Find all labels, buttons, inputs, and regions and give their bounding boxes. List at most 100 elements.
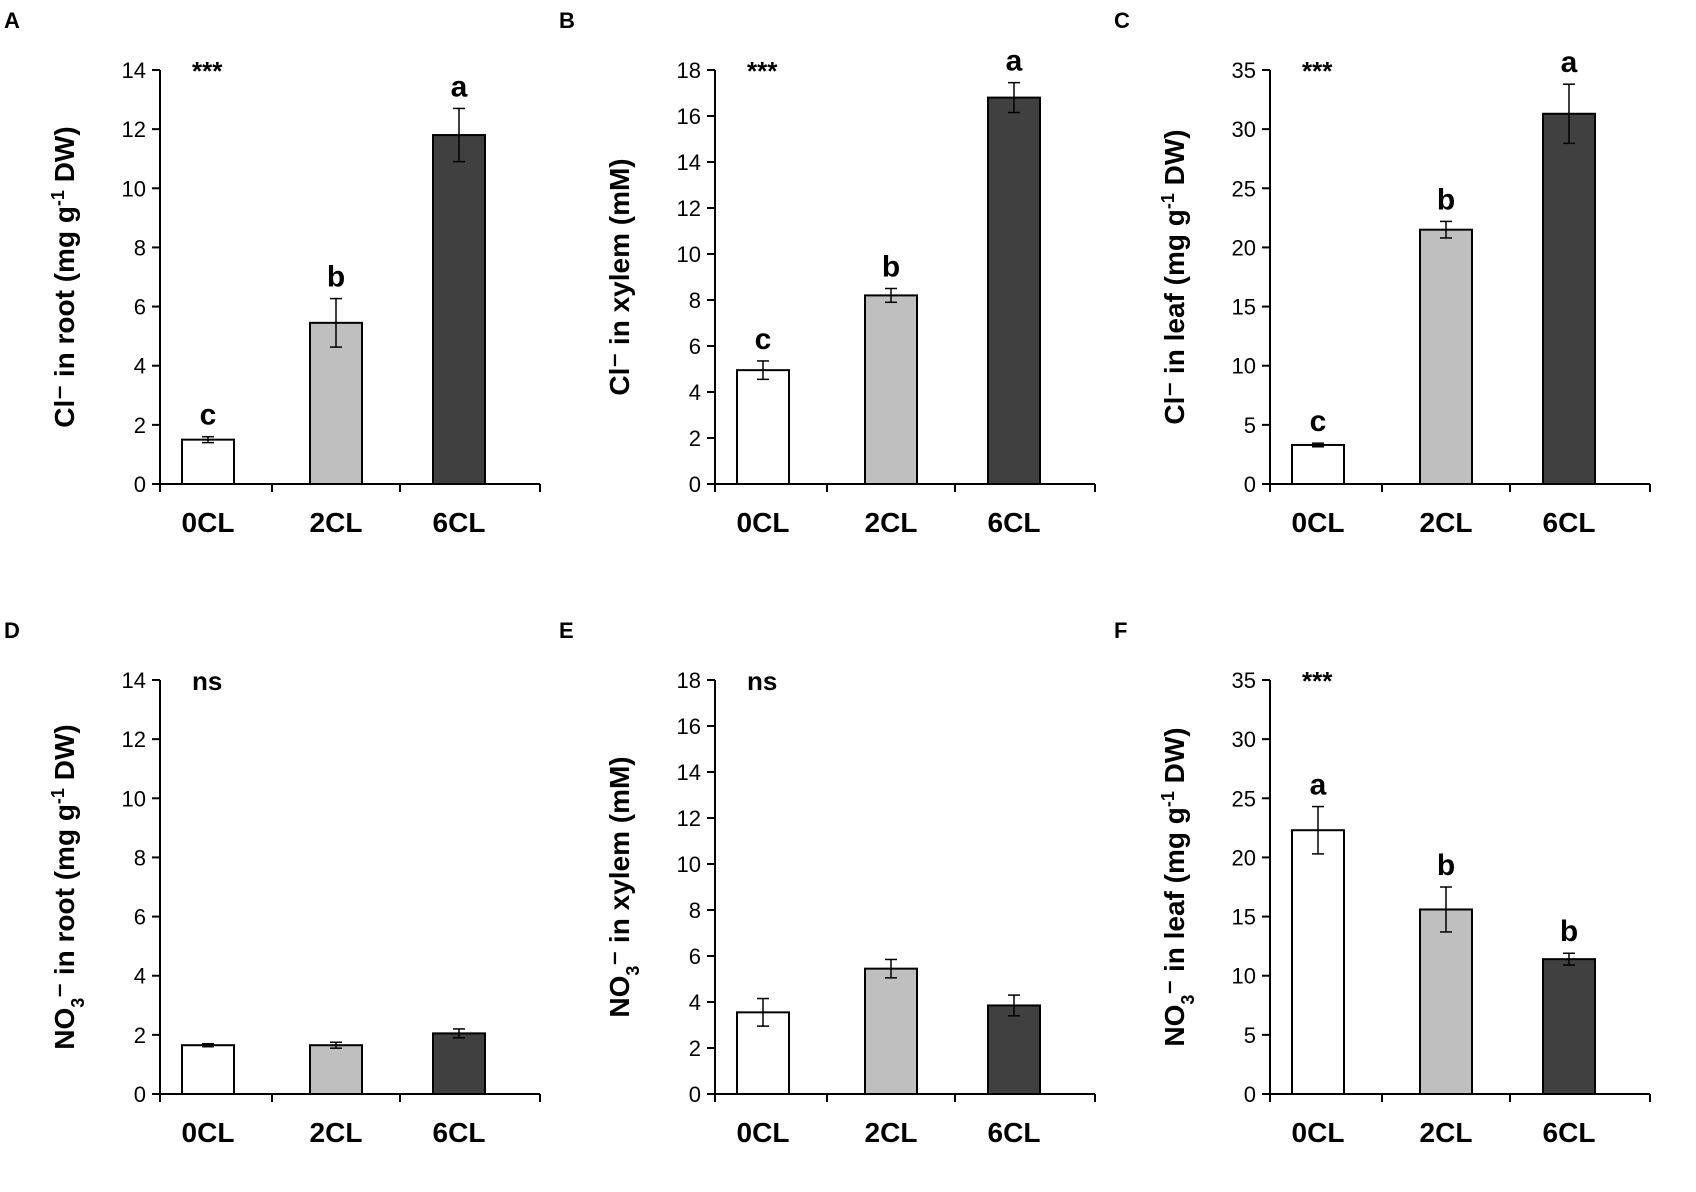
y-tick-label: 5	[1244, 1023, 1256, 1048]
y-tick-label: 18	[677, 58, 701, 83]
error-bar	[202, 1042, 214, 1048]
x-category-label: 0CL	[1292, 507, 1345, 538]
chart-svg: E 0 2 4 6 8 10 12 14 16 18 0CL 2CL 6CL ns NO3⁻ in xylem…	[559, 618, 1096, 1148]
y-tick-label: 8	[134, 845, 146, 870]
y-axis-label: Cl⁻ in leaf (mg g-1 DW)	[1158, 129, 1190, 424]
y-tick-label: 6	[134, 905, 146, 930]
bar-2cl	[1419, 228, 1473, 485]
y-tick-label: 12	[677, 806, 701, 831]
panel-label: E	[559, 618, 574, 643]
y-tick-label: 10	[122, 786, 146, 811]
y-tick-label: 8	[134, 235, 146, 260]
significance-letter: b	[1437, 849, 1455, 882]
x-category-label: 0CL	[737, 507, 790, 538]
significance-letter: c	[200, 399, 217, 432]
bar-6cl	[987, 1004, 1041, 1096]
y-tick-label: 30	[1232, 727, 1256, 752]
significance-letter: a	[1310, 769, 1327, 802]
panel-b: B 0 2 4 6 8 10 12 14 16 18 c 0CL b 2CL a 6CL *** Cl⁻ in xy…	[555, 0, 1110, 582]
y-tick-label: 0	[1244, 472, 1256, 497]
y-tick-label: 4	[689, 990, 701, 1015]
panel-c: C 0 5 10 15 20 25 30 35 c 0CL b 2CL a 6CL *** Cl⁻ in lea…	[1110, 0, 1665, 582]
bar-0cl	[181, 1044, 235, 1096]
y-tick-label: 4	[134, 354, 146, 379]
bar-0cl	[1291, 443, 1345, 486]
panel-e: E 0 2 4 6 8 10 12 14 16 18 0CL 2CL 6CL ns NO3⁻ in xylem…	[555, 610, 1110, 1192]
x-category-label: 6CL	[433, 507, 486, 538]
error-bar	[202, 435, 214, 444]
y-tick-label: 8	[689, 288, 701, 313]
y-tick-label: 6	[134, 295, 146, 320]
error-bar	[1008, 994, 1020, 1017]
significance-letter: c	[755, 323, 772, 356]
chart-svg: D 0 2 4 6 8 10 12 14 0CL 2CL 6CL ns NO3⁻ in root (mg …	[4, 618, 541, 1148]
y-tick-label: 10	[1232, 354, 1256, 379]
bar-0cl	[1291, 829, 1345, 1095]
y-tick-label: 10	[677, 242, 701, 267]
y-tick-label: 2	[134, 413, 146, 438]
significance-marker: ***	[1302, 56, 1333, 86]
bar-0cl	[181, 438, 235, 485]
y-axis-label: Cl⁻ in root (mg g-1 DW)	[48, 126, 80, 427]
significance-letter: c	[1310, 405, 1327, 438]
y-tick-label: 0	[689, 1082, 701, 1107]
bar-2cl	[864, 294, 918, 485]
y-axis-label: NO3⁻ in xylem (mM)	[604, 756, 643, 1017]
y-tick-label: 20	[1232, 845, 1256, 870]
y-tick-label: 20	[1232, 235, 1256, 260]
error-bar	[1008, 81, 1020, 114]
bar-2cl	[309, 321, 363, 486]
chart-svg: C 0 5 10 15 20 25 30 35 c 0CL b 2CL a 6CL *** Cl⁻ in lea…	[1114, 8, 1651, 538]
y-tick-label: 2	[134, 1023, 146, 1048]
y-tick-label: 5	[1244, 413, 1256, 438]
error-bar	[453, 1028, 465, 1039]
y-axis-label: NO3⁻ in leaf (mg g-1 DW)	[1158, 727, 1198, 1046]
y-tick-label: 0	[689, 472, 701, 497]
bar-6cl	[1542, 112, 1596, 485]
significance-marker: ***	[747, 56, 778, 86]
y-tick-label: 14	[122, 58, 146, 83]
error-bar	[330, 1041, 342, 1049]
significance-letter: b	[327, 261, 345, 294]
bar-6cl	[987, 96, 1041, 485]
y-tick-label: 10	[122, 176, 146, 201]
bar-6cl	[1542, 958, 1596, 1096]
y-axis-label: NO3⁻ in root (mg g-1 DW)	[48, 724, 88, 1049]
y-tick-label: 15	[1232, 295, 1256, 320]
y-axis-label: Cl⁻ in xylem (mM)	[604, 158, 635, 395]
x-category-label: 2CL	[1420, 507, 1473, 538]
panel-label: C	[1114, 8, 1130, 33]
significance-letter: a	[1006, 45, 1023, 78]
significance-marker: ***	[1302, 666, 1333, 696]
bar-2cl	[864, 967, 918, 1095]
significance-marker: ns	[747, 666, 777, 696]
panel-label: B	[559, 8, 575, 33]
y-tick-label: 14	[677, 150, 701, 175]
y-tick-label: 30	[1232, 117, 1256, 142]
significance-letter: b	[1560, 915, 1578, 948]
bar-6cl	[432, 1032, 486, 1095]
significance-letter: b	[882, 251, 900, 284]
error-bar	[1440, 886, 1452, 933]
error-bar	[1312, 805, 1324, 855]
y-tick-label: 12	[122, 727, 146, 752]
y-tick-label: 15	[1232, 905, 1256, 930]
significance-letter: b	[1437, 183, 1455, 216]
y-tick-label: 0	[134, 1082, 146, 1107]
x-category-label: 0CL	[1292, 1117, 1345, 1148]
y-tick-label: 16	[677, 104, 701, 129]
x-category-label: 0CL	[737, 1117, 790, 1148]
y-tick-label: 25	[1232, 786, 1256, 811]
x-category-label: 6CL	[433, 1117, 486, 1148]
significance-marker: ***	[192, 56, 223, 86]
error-bar	[1312, 442, 1324, 448]
y-tick-label: 10	[677, 852, 701, 877]
y-tick-label: 4	[689, 380, 701, 405]
bar-2cl	[1419, 908, 1473, 1095]
y-tick-label: 4	[134, 964, 146, 989]
chart-svg: A 0 2 4 6 8 10 12 14 c 0CL b 2CL a 6CL *** Cl⁻ in root (…	[4, 8, 541, 538]
y-tick-label: 8	[689, 898, 701, 923]
panel-d: D 0 2 4 6 8 10 12 14 0CL 2CL 6CL ns NO3⁻ in root (mg …	[0, 610, 555, 1192]
y-tick-label: 6	[689, 334, 701, 359]
x-category-label: 2CL	[310, 507, 363, 538]
